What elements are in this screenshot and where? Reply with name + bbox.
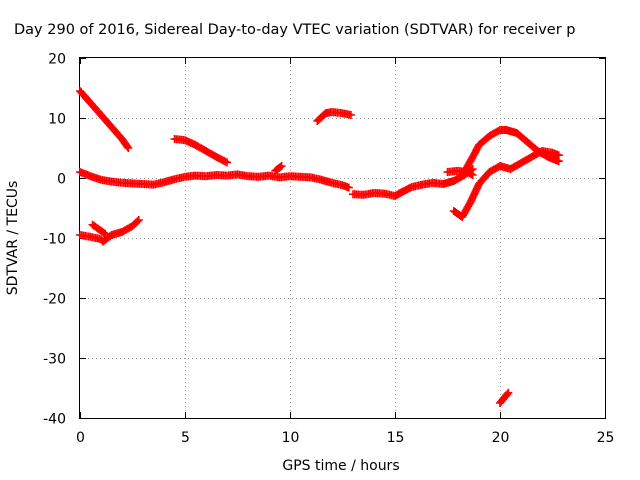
series-arc-6 [349,188,406,200]
series-arc-0 [76,87,133,152]
y-tick-label: -30 [43,352,66,368]
x-tick-label: 15 [387,430,405,446]
data-point [133,217,142,226]
y-tick-label: 0 [57,172,66,188]
series-arc-10 [449,147,563,221]
data-point [123,142,132,151]
x-tick-label: 10 [282,430,300,446]
data-point [344,183,353,192]
data-point [504,388,513,397]
y-tick-label: -40 [43,412,66,428]
axis-ticks: 0 5 10 15 20 25 -40 -30 -20 -10 0 10 20 [43,52,614,447]
series-arc-4 [271,162,286,175]
chart-title: Day 290 of 2016, Sidereal Day-to-day VTE… [14,22,575,38]
x-tick-label: 20 [492,430,510,446]
series-arc-2 [76,216,143,246]
series-arc-main [76,168,353,192]
x-tick-label: 0 [76,430,85,446]
y-axis-label: SDTVAR / TECUs [5,181,21,296]
data-point [346,111,355,119]
data-point [468,171,477,179]
x-tick-label: 5 [181,430,190,446]
data-point [124,144,133,152]
series-arc-3 [88,220,110,238]
series-arc-5 [313,108,355,125]
y-tick-label: 10 [48,112,66,128]
data-point [99,228,108,237]
x-axis-label: GPS time / hours [282,458,399,474]
y-tick-label: -10 [43,232,66,248]
y-tick-label: -20 [43,292,66,308]
data-point [223,158,231,167]
series-arc-11 [496,388,513,407]
data-point [134,216,143,224]
grid [80,58,605,418]
data-point [277,162,286,170]
data-point [276,163,285,171]
x-tick-label: 25 [597,430,615,446]
data-point [503,390,512,399]
data-point [554,151,563,160]
series-arc-1 [170,135,231,167]
data-point [101,229,110,238]
y-tick-label: 20 [48,52,66,68]
data-points [76,87,563,407]
